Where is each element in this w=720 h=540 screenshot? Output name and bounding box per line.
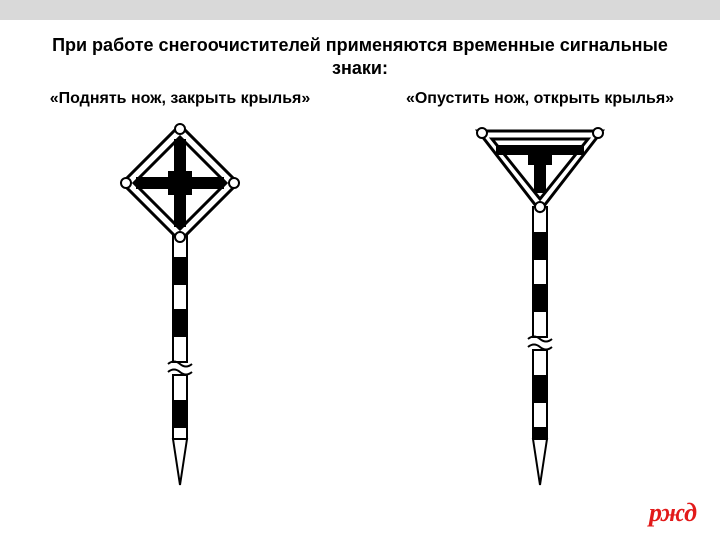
top-bar bbox=[0, 0, 720, 20]
rzd-logo: ржд bbox=[649, 498, 696, 528]
columns: «Поднять нож, закрыть крылья» bbox=[0, 85, 720, 487]
triangle-sign-icon bbox=[470, 117, 610, 487]
caption-lower: «Опустить нож, открыть крылья» bbox=[360, 85, 720, 117]
sign-raise bbox=[0, 117, 360, 487]
page-title: При работе снегоочистителей применяются … bbox=[0, 20, 720, 85]
column-right: «Опустить нож, открыть крылья» bbox=[360, 85, 720, 487]
caption-raise: «Поднять нож, закрыть крылья» bbox=[0, 85, 360, 117]
diamond-sign-icon bbox=[110, 117, 250, 487]
sign-lower bbox=[360, 117, 720, 487]
column-left: «Поднять нож, закрыть крылья» bbox=[0, 85, 360, 487]
